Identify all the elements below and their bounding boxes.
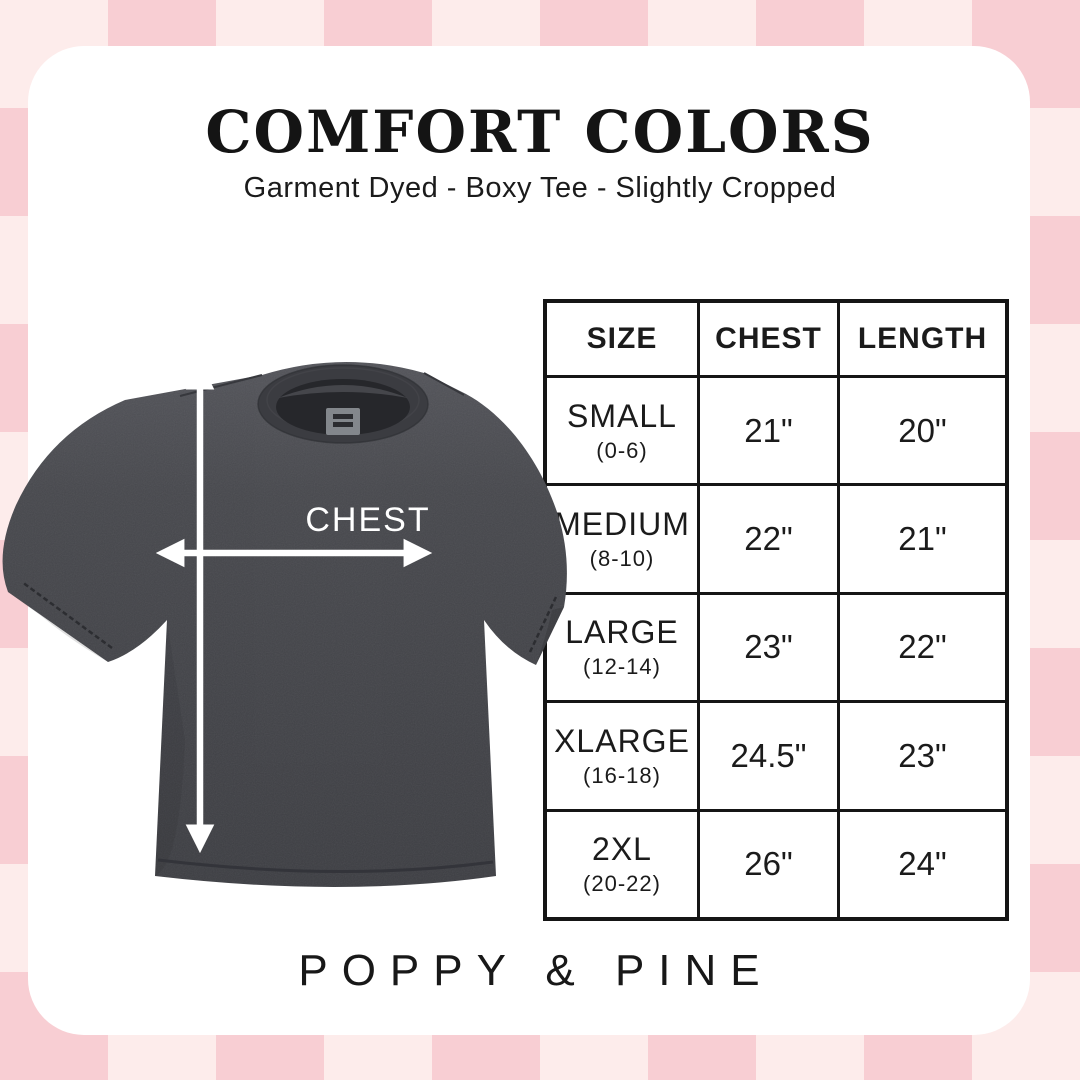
- table-cell-length: 22": [840, 594, 1005, 701]
- table-row-large-size: LARGE (12-14): [547, 594, 697, 701]
- table-cell-length: 24": [840, 811, 1005, 917]
- table-cell-chest: 22": [700, 486, 837, 592]
- size-table: SIZE CHEST LENGTH SMALL (0-6) 21" 20" ME…: [543, 299, 1009, 921]
- size-range: (20-22): [583, 871, 661, 897]
- table-cell-chest: 21": [700, 378, 837, 484]
- left-sleeve-shadow: [8, 592, 108, 662]
- size-range: (12-14): [583, 654, 661, 680]
- page-subtitle: Garment Dyed - Boxy Tee - Slightly Cropp…: [243, 172, 837, 204]
- body-side-shadow: [155, 620, 185, 876]
- chest-label: CHEST: [305, 501, 430, 539]
- table-cell-chest: 23": [700, 594, 837, 701]
- table-row-medium-size: MEDIUM (8-10): [547, 486, 697, 592]
- size-name: SMALL: [567, 397, 677, 434]
- right-shoulder-seam: [423, 372, 465, 396]
- tshirt-illustration: CHEST LENGTH: [2, 360, 567, 888]
- size-name: 2XL: [592, 831, 652, 868]
- neck-tag: [326, 408, 360, 435]
- table-row-xlarge-size: XLARGE (16-18): [547, 703, 697, 809]
- back-collar: [278, 385, 408, 398]
- size-range: (16-18): [583, 762, 661, 788]
- table-cell-length: 23": [840, 703, 1005, 809]
- brand-name: POPPY & PINE: [298, 946, 774, 995]
- size-range: (0-6): [596, 437, 648, 463]
- table-cell-length: 21": [840, 486, 1005, 592]
- table-cell-chest: 26": [700, 811, 837, 917]
- tshirt-diagram: CHEST LENGTH: [0, 320, 580, 920]
- table-row-small-size: SMALL (0-6): [547, 378, 697, 484]
- size-name: XLARGE: [554, 722, 690, 759]
- size-name: LARGE: [565, 614, 679, 651]
- column-header-length: LENGTH: [840, 303, 1005, 375]
- table-row-2xl-size: 2XL (20-22): [547, 811, 697, 917]
- table-cell-length: 20": [840, 378, 1005, 484]
- length-label: LENGTH: [122, 655, 160, 805]
- page-title: COMFORT COLORS: [205, 98, 875, 166]
- size-range: (8-10): [589, 546, 655, 572]
- right-sleeve-hem-stitch: [528, 596, 558, 653]
- column-header-chest: CHEST: [700, 303, 837, 375]
- column-header-size: SIZE: [547, 303, 697, 375]
- size-name: MEDIUM: [554, 506, 690, 543]
- bottom-hem-stitch: [157, 858, 494, 874]
- right-sleeve-shadow: [536, 607, 564, 665]
- left-sleeve-hem-stitch: [21, 580, 113, 650]
- table-cell-chest: 24.5": [700, 703, 837, 809]
